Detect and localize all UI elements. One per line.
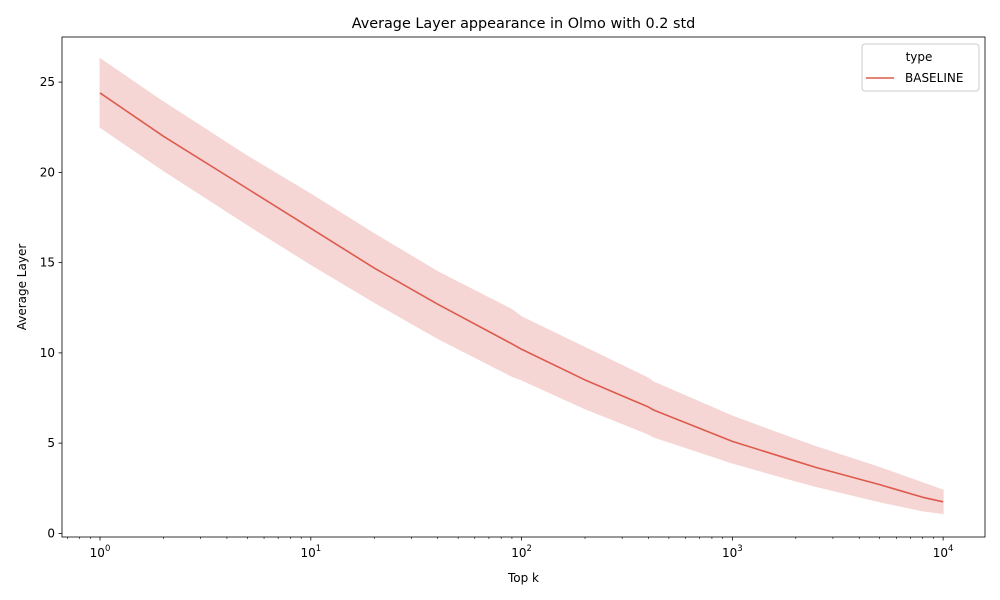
legend-box xyxy=(861,43,980,92)
y-tick-label: 10 xyxy=(40,346,55,360)
y-axis-label: Average Layer xyxy=(15,244,29,331)
x-tick-label: 101 xyxy=(300,544,321,560)
x-tick-label: 104 xyxy=(933,544,954,560)
series-line-layer xyxy=(99,92,944,503)
y-tick-label: 15 xyxy=(40,256,55,270)
x-tick-label: 103 xyxy=(722,544,743,560)
legend: type BASELINE xyxy=(861,43,980,92)
x-tick-label: 100 xyxy=(90,544,111,560)
legend-title: type xyxy=(906,50,933,64)
y-tick-label: 25 xyxy=(40,75,55,89)
x-axis-ticks: 100 101 102 103 104 xyxy=(67,537,953,560)
baseline-confidence-band xyxy=(99,57,944,515)
y-tick-label: 5 xyxy=(47,436,55,450)
x-axis-label: Top k xyxy=(507,571,539,585)
chart-title: Average Layer appearance in Olmo with 0.… xyxy=(352,16,696,32)
x-tick-label: 102 xyxy=(511,544,532,560)
baseline-series-line xyxy=(99,92,944,503)
y-tick-label: 20 xyxy=(40,165,55,179)
legend-entry-baseline: BASELINE xyxy=(905,71,963,85)
y-axis-ticks: 0 5 10 15 20 25 xyxy=(40,75,62,540)
confidence-band-layer xyxy=(99,57,944,515)
y-tick-label: 0 xyxy=(47,526,55,540)
plot-frame xyxy=(61,36,986,538)
